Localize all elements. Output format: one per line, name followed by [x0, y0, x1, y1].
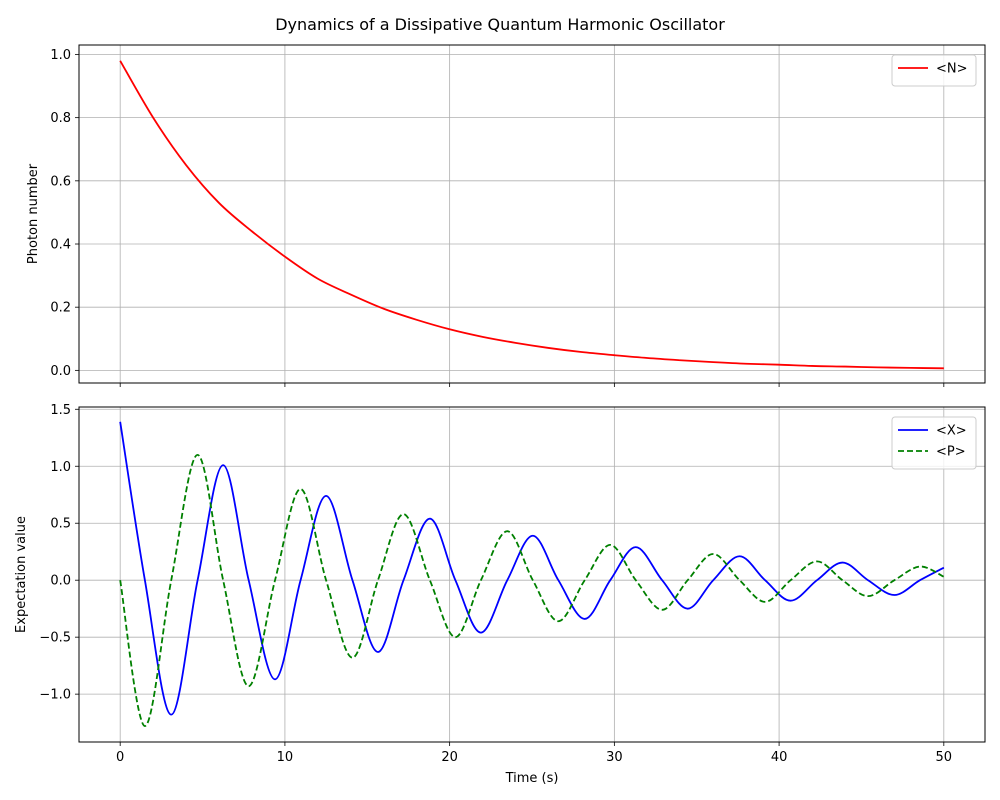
- y-tick-label: 0.5: [50, 517, 71, 532]
- y-tick-label: 0.0: [50, 574, 71, 589]
- y-axis-label: Expectation value: [14, 516, 29, 633]
- y-tick-label: −1.0: [39, 688, 71, 703]
- y-tick-label: 0.4: [50, 238, 71, 253]
- series-line-first: [119, 60, 944, 370]
- y-tick-label: 1.5: [50, 403, 71, 418]
- x-tick-label: 30: [606, 750, 623, 765]
- y-tick-label: 0.0: [50, 364, 71, 379]
- y-axis-label: Photon number: [26, 163, 41, 264]
- axes-frame: [78, 406, 986, 743]
- y-tick-label: 0.6: [50, 174, 71, 189]
- y-tick-label: 1.0: [50, 48, 71, 63]
- x-tick-label: 20: [441, 750, 458, 765]
- x-tick-label: 10: [277, 750, 294, 765]
- expectation-value-panel: 0 10 20 30 40 50 −1.0 −0.5 0.0 0.5 1.0 1.5 Expectati…: [14, 403, 986, 786]
- x-axis-label: Time (s): [505, 771, 559, 786]
- legend-label: <X>: [936, 424, 967, 439]
- series-line-first: [119, 421, 945, 716]
- legend-label: <P>: [936, 445, 966, 460]
- x-tick-label: 40: [771, 750, 788, 765]
- photon-number-panel: 0.0 0.2 0.4 0.6 0.8 1.0 Photon number <N>: [26, 44, 986, 387]
- axes-frame: [78, 44, 986, 384]
- legend-label: <N>: [936, 62, 968, 77]
- y-tick-label: 1.0: [50, 460, 71, 475]
- legend-box: [891, 54, 977, 87]
- x-tick-label: 50: [936, 750, 953, 765]
- series-line-second: [119, 453, 945, 727]
- y-tick-label: 0.8: [50, 111, 71, 126]
- y-tick-label: 0.2: [50, 301, 71, 316]
- x-tick-label: 0: [116, 750, 124, 765]
- y-tick-label: −0.5: [39, 631, 71, 646]
- figure-title: Dynamics of a Dissipative Quantum Harmon…: [275, 15, 725, 34]
